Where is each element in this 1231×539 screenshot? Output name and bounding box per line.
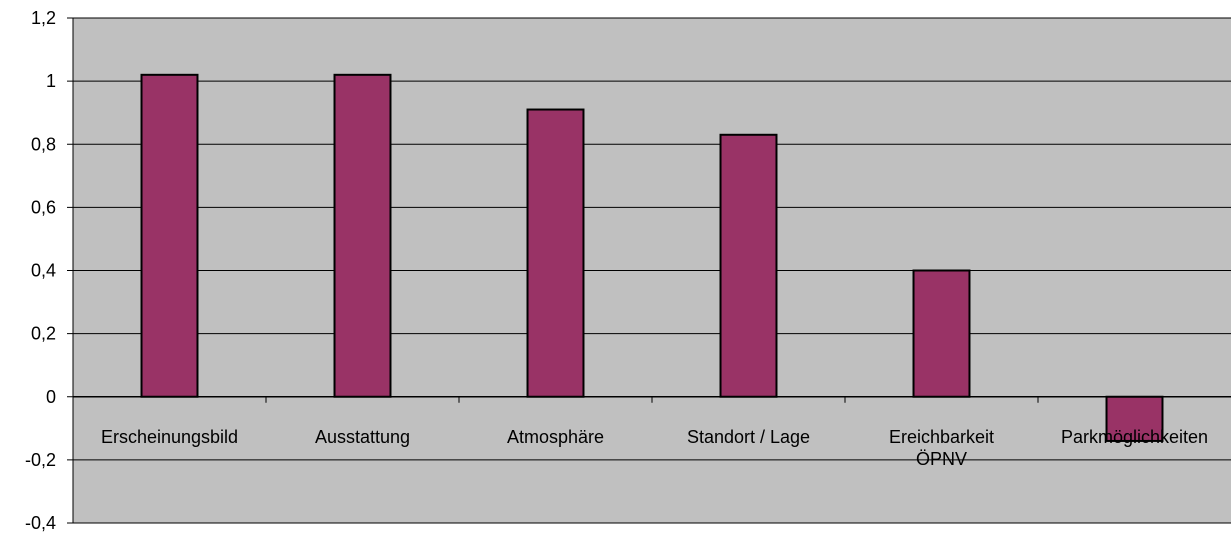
x-axis (73, 396, 1231, 403)
y-tick-label: 1 (46, 71, 56, 91)
category-label: Erscheinungsbild (101, 427, 238, 447)
gridlines (73, 17, 1231, 524)
bar (912, 269, 971, 398)
bars (140, 73, 1164, 442)
y-tick-label: -0,2 (25, 450, 56, 470)
y-tick-label: 0,4 (31, 261, 56, 281)
bar (140, 73, 199, 398)
category-label: Standort / Lage (687, 427, 810, 447)
category-label: Ereichbarkeit ÖPNV (889, 427, 994, 469)
bar (526, 108, 585, 398)
bar (719, 133, 778, 398)
y-tick-label: -0,4 (25, 513, 56, 533)
category-label: Ausstattung (315, 427, 410, 447)
y-tick-label: 0,6 (31, 197, 56, 217)
category-label: Parkmöglichkeiten (1061, 427, 1208, 447)
category-label: Atmosphäre (507, 427, 604, 447)
y-tick-label: 1,2 (31, 8, 56, 28)
y-axis-ticks: 1,2 1 0,8 0,6 0,4 0,2 0 -0,2 -0,4 (25, 8, 73, 533)
bar (333, 73, 392, 398)
y-tick-label: 0,8 (31, 134, 56, 154)
y-tick-label: 0,2 (31, 324, 56, 344)
category-labels: Erscheinungsbild Ausstattung Atmosphäre Sta… (101, 427, 1208, 469)
y-tick-label: 0 (46, 387, 56, 407)
